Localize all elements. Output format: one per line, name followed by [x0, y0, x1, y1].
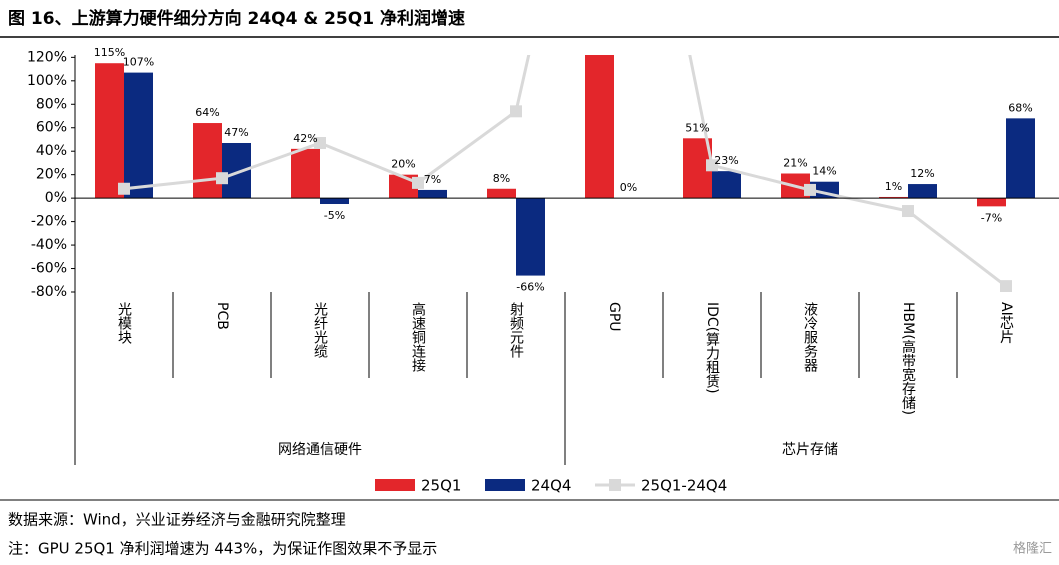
y-tick-label: -60% — [31, 261, 67, 277]
value-label: 51% — [685, 121, 709, 134]
y-tick-label: 20% — [36, 167, 67, 183]
group-label: 网络通信硬件 — [278, 442, 362, 458]
x-tick-label: 高速铜连接 — [410, 301, 426, 373]
value-label: 7% — [424, 173, 441, 186]
bar — [320, 198, 349, 205]
value-label: 0% — [620, 181, 637, 194]
value-label: -5% — [324, 209, 345, 222]
legend-label: 24Q4 — [531, 477, 571, 495]
y-tick-label: -20% — [31, 214, 67, 230]
bar — [585, 55, 614, 199]
bar — [516, 198, 545, 276]
legend-label: 25Q1-24Q4 — [641, 477, 727, 495]
value-label: 14% — [812, 165, 836, 178]
y-tick-label: 100% — [27, 73, 67, 89]
value-label: 68% — [1008, 101, 1032, 114]
legend-label: 25Q1 — [421, 477, 461, 495]
line-marker — [412, 176, 424, 189]
bar — [193, 123, 222, 199]
x-tick-label: AI芯片 — [998, 302, 1014, 344]
y-tick-label: -80% — [31, 284, 67, 300]
bar — [712, 171, 741, 199]
bar — [487, 188, 516, 199]
bar — [908, 184, 937, 199]
note: 注：GPU 25Q1 净利润增速为 443%，为保证作图效果不予显示 — [8, 540, 437, 558]
y-tick-label: 60% — [36, 120, 67, 136]
line-marker — [510, 105, 522, 118]
bar — [1006, 118, 1035, 199]
line-marker — [706, 159, 718, 172]
y-tick-label: -40% — [31, 237, 67, 253]
line-marker — [1000, 280, 1012, 292]
x-tick-label: HBM(高带宽存储) — [900, 302, 916, 415]
line — [123, 55, 1007, 288]
line-marker — [804, 183, 816, 196]
bar — [418, 189, 447, 199]
x-tick-label: IDC(算力租赁) — [704, 302, 720, 394]
value-label: 64% — [195, 106, 219, 119]
value-label: 1% — [885, 180, 902, 193]
plot-area — [95, 55, 1035, 292]
value-label: 47% — [224, 126, 248, 139]
x-tick-label: 光模块 — [116, 302, 132, 344]
legend-marker — [609, 479, 621, 491]
line-marker — [118, 182, 130, 195]
value-label: -7% — [981, 211, 1002, 224]
x-tick-label: 射频元件 — [508, 302, 524, 358]
value-label: -66% — [516, 281, 544, 294]
legend-swatch — [375, 479, 415, 491]
value-label: 42% — [293, 132, 317, 145]
x-tick-label: 液冷服务器 — [802, 302, 818, 372]
bar — [879, 196, 908, 199]
source: 数据来源：Wind，兴业证券经济与金融研究院整理 — [8, 511, 346, 529]
y-tick-label: 0% — [45, 190, 67, 206]
group-label: 芯片存储 — [782, 442, 838, 458]
watermark: 格隆汇 — [1013, 541, 1052, 557]
y-tick-label: 80% — [36, 96, 67, 112]
y-tick-label: 40% — [36, 143, 67, 159]
bar — [977, 198, 1006, 207]
x-tick-label: 光纤光缆 — [312, 302, 328, 359]
legend-swatch — [485, 479, 525, 491]
value-label: 115% — [94, 46, 125, 59]
x-tick-label: PCB — [214, 302, 230, 330]
bar — [291, 148, 320, 199]
line-marker — [314, 136, 326, 149]
value-label: 107% — [123, 56, 154, 69]
value-label: 12% — [910, 167, 934, 180]
x-tick-label: GPU — [606, 302, 622, 332]
value-label: 8% — [493, 172, 510, 185]
y-tick-label: 120% — [27, 49, 67, 65]
line-marker — [902, 205, 914, 218]
value-label: 20% — [391, 158, 415, 171]
chart-title: 图 16、上游算力硬件细分方向 24Q4 & 25Q1 净利润增速 — [8, 8, 465, 29]
bar — [124, 72, 153, 199]
bar — [95, 63, 124, 199]
line-marker — [216, 172, 228, 185]
value-label: 21% — [783, 157, 807, 170]
value-label: 23% — [714, 154, 738, 167]
